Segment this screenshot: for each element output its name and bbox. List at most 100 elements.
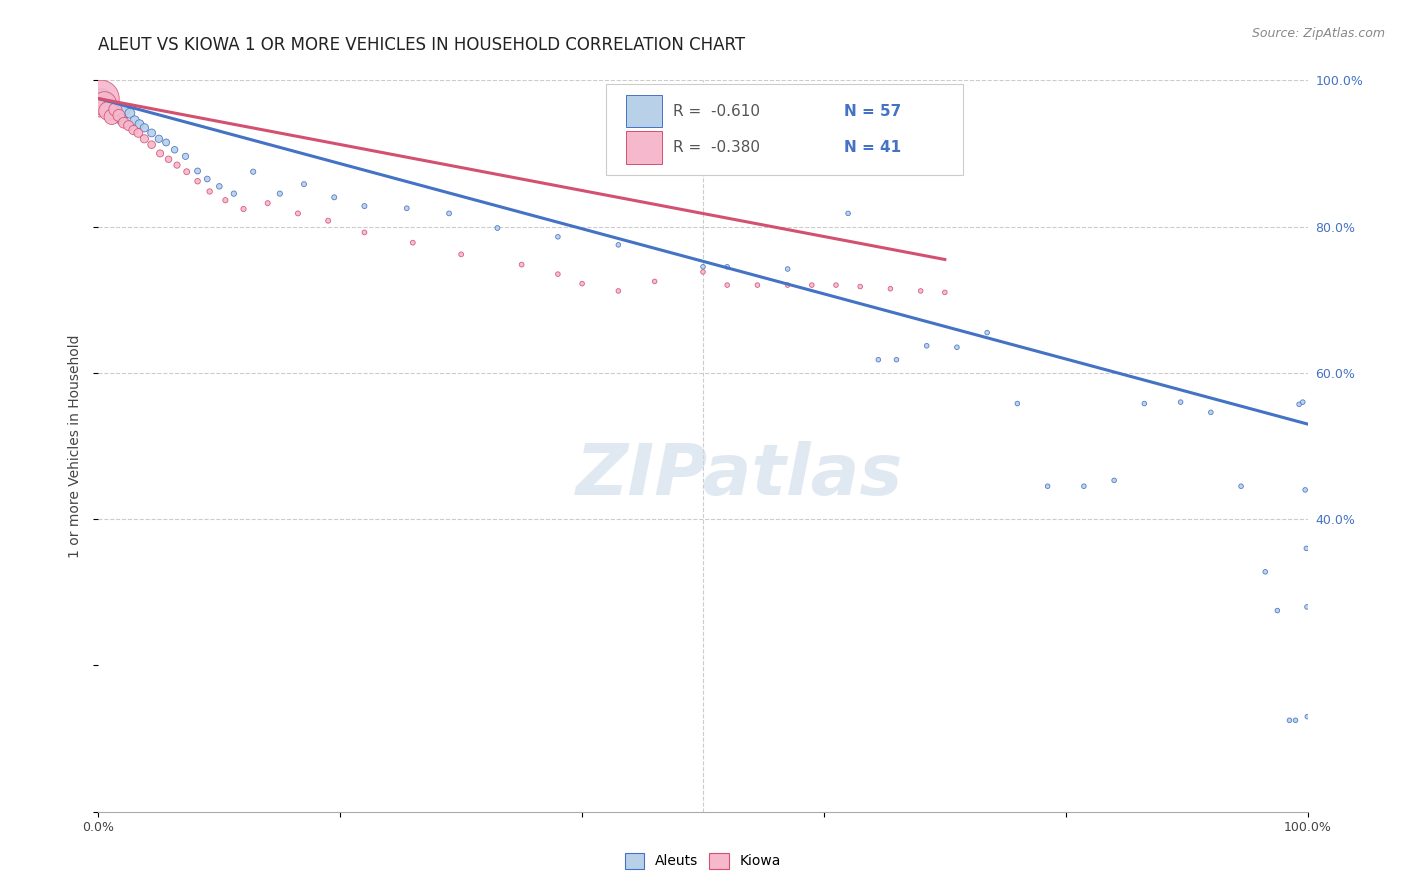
Point bbox=[104, 103, 127, 117]
Point bbox=[163, 143, 186, 157]
Text: ZIPatlas: ZIPatlas bbox=[575, 441, 903, 509]
Point bbox=[118, 106, 141, 120]
Point bbox=[825, 278, 848, 293]
Point bbox=[1036, 479, 1059, 493]
Point bbox=[232, 202, 254, 216]
Point bbox=[910, 284, 932, 298]
Point bbox=[776, 278, 799, 293]
Point bbox=[141, 137, 163, 152]
Point bbox=[571, 277, 593, 291]
Point bbox=[1170, 395, 1192, 409]
Point bbox=[353, 199, 375, 213]
Point bbox=[100, 110, 122, 124]
Point bbox=[486, 221, 509, 235]
Point bbox=[1073, 479, 1095, 493]
Point bbox=[148, 132, 170, 146]
Point bbox=[934, 285, 956, 300]
Point bbox=[110, 112, 132, 126]
Point bbox=[114, 103, 136, 117]
Point bbox=[100, 100, 122, 114]
Point bbox=[155, 136, 177, 150]
Point bbox=[166, 158, 188, 172]
Point bbox=[93, 96, 115, 111]
Point bbox=[692, 265, 714, 279]
Point bbox=[547, 267, 569, 281]
Point bbox=[287, 206, 309, 220]
Point bbox=[90, 92, 112, 106]
Point bbox=[198, 185, 221, 199]
Point bbox=[837, 206, 859, 220]
Point bbox=[747, 278, 769, 293]
Point bbox=[1199, 405, 1222, 419]
Point bbox=[256, 196, 278, 211]
Point bbox=[1254, 565, 1277, 579]
Point bbox=[127, 126, 149, 140]
Point bbox=[208, 179, 231, 194]
Point bbox=[103, 103, 125, 118]
Point bbox=[716, 260, 738, 274]
Point bbox=[1288, 397, 1310, 411]
Point bbox=[607, 284, 630, 298]
Point bbox=[157, 153, 180, 167]
Text: R =  -0.380: R = -0.380 bbox=[673, 140, 759, 155]
Text: ALEUT VS KIOWA 1 OR MORE VEHICLES IN HOUSEHOLD CORRELATION CHART: ALEUT VS KIOWA 1 OR MORE VEHICLES IN HOU… bbox=[98, 36, 745, 54]
Point bbox=[1294, 483, 1316, 497]
Point bbox=[195, 172, 218, 186]
Point bbox=[879, 282, 901, 296]
Point bbox=[776, 262, 799, 277]
Point bbox=[323, 190, 346, 204]
Point bbox=[176, 164, 198, 178]
Point bbox=[946, 340, 969, 354]
Point bbox=[1278, 714, 1301, 728]
FancyBboxPatch shape bbox=[626, 95, 662, 127]
Point bbox=[547, 229, 569, 244]
Point bbox=[692, 260, 714, 274]
Point bbox=[1284, 714, 1306, 728]
Point bbox=[402, 235, 425, 250]
Text: R =  -0.610: R = -0.610 bbox=[673, 103, 759, 119]
Point bbox=[800, 278, 823, 293]
Point bbox=[124, 113, 146, 128]
Point bbox=[450, 247, 472, 261]
Point bbox=[112, 116, 135, 130]
Point bbox=[242, 164, 264, 178]
Point bbox=[1295, 541, 1317, 556]
Point bbox=[353, 226, 375, 240]
Point bbox=[97, 103, 120, 118]
Point bbox=[222, 186, 245, 201]
Point bbox=[108, 108, 131, 122]
Point bbox=[269, 186, 291, 201]
Point bbox=[644, 275, 666, 289]
Point bbox=[149, 146, 172, 161]
Point bbox=[316, 213, 339, 227]
Text: N = 57: N = 57 bbox=[845, 103, 901, 119]
Legend: Aleuts, Kiowa: Aleuts, Kiowa bbox=[619, 847, 787, 874]
Point bbox=[141, 126, 163, 140]
Point bbox=[122, 123, 145, 137]
Point bbox=[214, 193, 236, 207]
Point bbox=[96, 96, 118, 111]
Point bbox=[1102, 474, 1125, 488]
Point bbox=[437, 206, 460, 220]
Point bbox=[134, 120, 156, 135]
Point bbox=[1267, 603, 1289, 617]
Point bbox=[868, 352, 890, 367]
Point bbox=[134, 132, 156, 146]
Point bbox=[187, 174, 209, 188]
Point bbox=[1007, 396, 1029, 410]
Point bbox=[1296, 599, 1319, 614]
Text: Source: ZipAtlas.com: Source: ZipAtlas.com bbox=[1251, 27, 1385, 40]
Point bbox=[128, 117, 150, 131]
Point bbox=[91, 92, 114, 106]
Point bbox=[716, 278, 738, 293]
Point bbox=[886, 352, 908, 367]
Point bbox=[915, 339, 938, 353]
Point bbox=[1230, 479, 1253, 493]
Point bbox=[107, 108, 129, 122]
Point bbox=[1296, 709, 1319, 723]
Point bbox=[1292, 395, 1315, 409]
Point bbox=[976, 326, 998, 340]
Point bbox=[118, 119, 141, 133]
Point bbox=[395, 202, 418, 216]
Point bbox=[174, 149, 197, 163]
